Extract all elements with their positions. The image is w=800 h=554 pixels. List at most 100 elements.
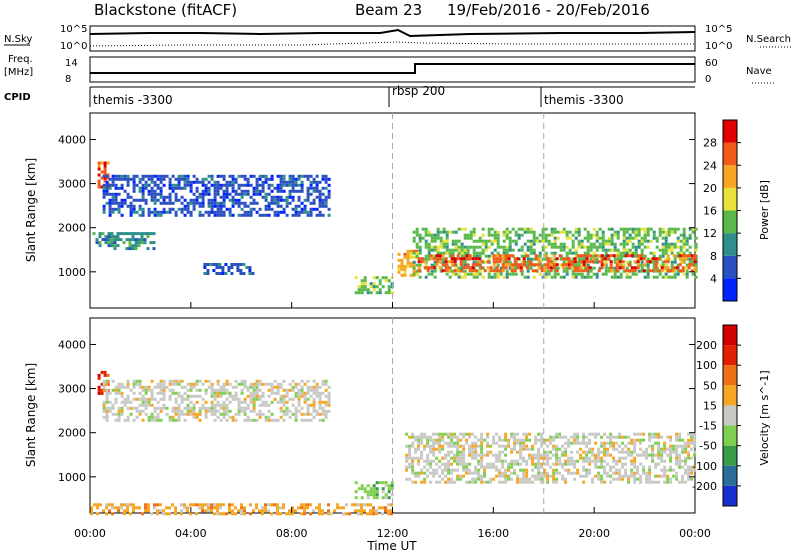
heatmap-cell — [150, 189, 154, 193]
heatmap-cell — [318, 192, 322, 196]
heatmap-cell — [549, 474, 553, 478]
heatmap-cell — [417, 444, 421, 448]
heatmap-cell — [532, 239, 536, 243]
heatmap-cell — [480, 453, 484, 457]
heatmap-cell — [306, 195, 310, 199]
heatmap-cell — [685, 275, 689, 279]
heatmap-cell — [240, 512, 243, 516]
heatmap-cell — [309, 174, 313, 178]
heatmap-cell — [664, 251, 668, 255]
heatmap-cell — [597, 260, 601, 264]
heatmap-cell — [561, 453, 565, 457]
heatmap-cell — [459, 260, 463, 264]
heatmap-cell — [267, 201, 271, 205]
heatmap-cell — [456, 468, 460, 472]
heatmap-cell — [465, 257, 469, 261]
y-tick-label: 3000 — [58, 383, 86, 396]
heatmap-cell — [228, 213, 232, 217]
heatmap-cell — [420, 432, 424, 436]
heatmap-cell — [429, 257, 433, 261]
heatmap-cell — [204, 192, 208, 196]
heatmap-cell — [273, 379, 277, 383]
heatmap-cell — [519, 266, 523, 270]
heatmap-cell — [660, 266, 664, 270]
heatmap-cell — [201, 195, 205, 199]
heatmap-cell — [513, 447, 517, 451]
heatmap-cell — [390, 509, 393, 513]
heatmap-cell — [213, 409, 217, 413]
heatmap-cell — [207, 186, 211, 190]
heatmap-cell — [291, 506, 294, 510]
heatmap-cell — [505, 233, 509, 237]
heatmap-cell — [625, 242, 629, 246]
heatmap-cell — [171, 388, 175, 392]
heatmap-cell — [149, 241, 153, 245]
heatmap-cell — [156, 382, 160, 386]
heatmap-cell — [150, 379, 154, 383]
heatmap-cell — [591, 447, 595, 451]
heatmap-cell — [652, 236, 656, 240]
heatmap-cell — [585, 453, 589, 457]
heatmap-cell — [643, 275, 647, 279]
heatmap-cell — [126, 406, 130, 410]
heatmap-cell — [600, 266, 604, 270]
heatmap-cell — [559, 242, 563, 246]
heatmap-cell — [315, 412, 319, 416]
heatmap-cell — [586, 230, 590, 234]
heatmap-cell — [645, 450, 649, 454]
heatmap-cell — [564, 459, 568, 463]
heatmap-cell — [582, 465, 586, 469]
heatmap-cell — [261, 183, 265, 187]
heatmap-cell — [327, 177, 331, 181]
heatmap-cell — [438, 444, 442, 448]
heatmap-cell — [489, 266, 493, 270]
heatmap-cell — [456, 269, 460, 273]
heatmap-cell — [123, 201, 127, 205]
heatmap-cell — [508, 248, 512, 252]
heatmap-cell — [538, 272, 542, 276]
heatmap-cell — [400, 273, 404, 277]
heatmap-cell — [463, 236, 467, 240]
heatmap-cell — [606, 453, 610, 457]
heatmap-cell — [447, 471, 451, 475]
heatmap-cell — [630, 468, 634, 472]
heatmap-cell — [120, 385, 124, 389]
heatmap-cell — [636, 438, 640, 442]
heatmap-cell — [576, 435, 580, 439]
heatmap-cell — [588, 254, 592, 258]
heatmap-cell — [156, 412, 160, 416]
heatmap-cell — [468, 462, 472, 466]
heatmap-cell — [691, 227, 695, 231]
heatmap-cell — [117, 418, 121, 422]
heatmap-cell — [372, 506, 375, 510]
heatmap-cell — [255, 503, 258, 507]
heatmap-cell — [465, 438, 469, 442]
heatmap-cell — [531, 462, 535, 466]
heatmap-cell — [468, 468, 472, 472]
heatmap-cell — [216, 210, 220, 214]
heatmap-cell — [570, 471, 574, 475]
heatmap-cell — [675, 450, 679, 454]
heatmap-cell — [189, 382, 193, 386]
heatmap-cell — [102, 195, 106, 199]
heatmap-cell — [537, 465, 541, 469]
heatmap-cell — [285, 201, 289, 205]
heatmap-cell — [105, 174, 109, 178]
heatmap-cell — [525, 459, 529, 463]
heatmap-cell — [108, 503, 111, 507]
heatmap-cell — [282, 400, 286, 404]
heatmap-cell — [558, 462, 562, 466]
heatmap-cell — [230, 272, 234, 275]
heatmap-cell — [306, 503, 309, 507]
heatmap-cell — [417, 257, 421, 261]
heatmap-cell — [678, 456, 682, 460]
heatmap-cell — [525, 435, 529, 439]
heatmap-cell — [496, 239, 500, 243]
heatmap-cell — [405, 444, 409, 448]
heatmap-cell — [472, 275, 476, 279]
heatmap-cell — [417, 435, 421, 439]
heatmap-cell — [189, 406, 193, 410]
heatmap-cell — [276, 382, 280, 386]
heatmap-cell — [480, 266, 484, 270]
heatmap-cell — [549, 465, 553, 469]
